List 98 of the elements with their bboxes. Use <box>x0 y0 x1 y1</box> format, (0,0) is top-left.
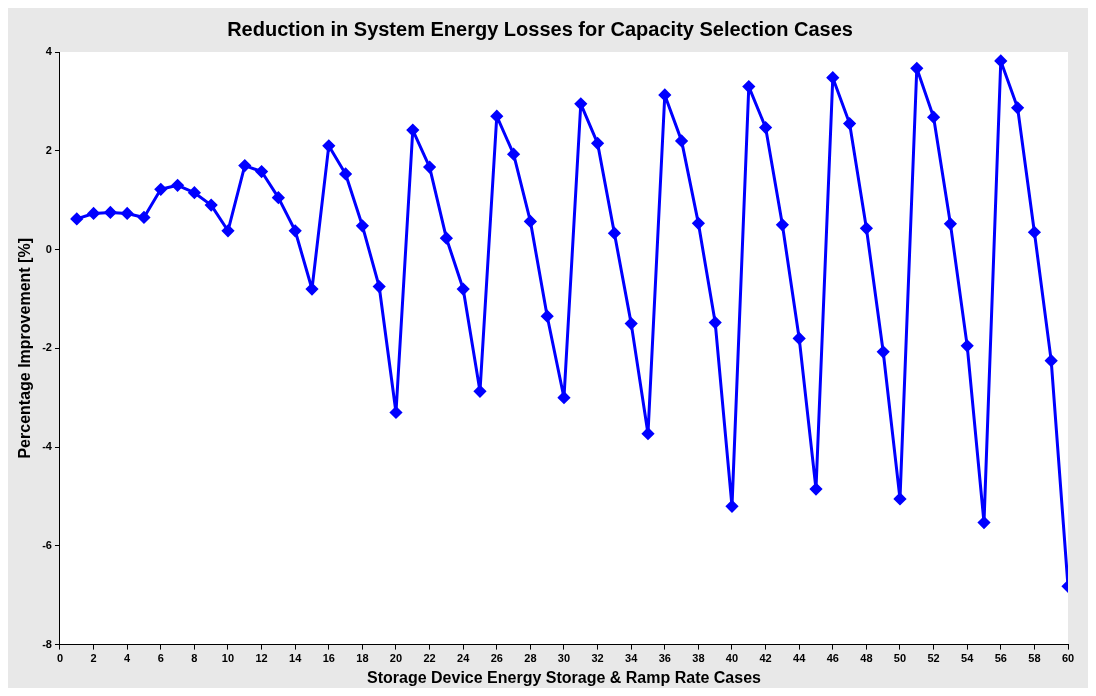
y-tick-label: -6 <box>42 538 52 551</box>
y-tick-label: 0 <box>45 242 52 255</box>
point <box>339 167 352 180</box>
y-tick-label: -2 <box>42 341 52 354</box>
x-tick-label: 20 <box>389 652 403 665</box>
x-tick-label: 32 <box>591 652 604 665</box>
x-tick-label: 46 <box>826 652 839 665</box>
point <box>759 121 772 134</box>
point <box>104 206 117 219</box>
x-tick-label: 34 <box>625 652 639 665</box>
x-tick-label: 52 <box>927 652 940 665</box>
point <box>356 219 369 232</box>
x-tick-label: 58 <box>1028 652 1041 665</box>
point <box>507 148 520 161</box>
point <box>272 191 285 204</box>
x-tick-label: 24 <box>457 652 471 665</box>
point <box>725 500 738 513</box>
point <box>574 97 587 110</box>
point <box>1045 354 1058 367</box>
point <box>255 165 268 178</box>
point <box>877 345 890 358</box>
x-tick-label: 4 <box>124 652 132 665</box>
x-tick-label: 54 <box>961 652 975 665</box>
point <box>423 161 436 174</box>
x-tick-label: 6 <box>157 652 164 665</box>
point <box>205 199 218 212</box>
point <box>1011 101 1024 114</box>
point <box>625 317 638 330</box>
y-tick-label: 2 <box>45 143 52 156</box>
x-tick-label: 2 <box>90 652 97 665</box>
x-tick-label: 28 <box>524 652 537 665</box>
point <box>944 217 957 230</box>
x-tick-label: 36 <box>658 652 671 665</box>
x-tick-label: 0 <box>56 652 64 665</box>
x-tick-label: 40 <box>725 652 739 665</box>
x-tick-label: 30 <box>557 652 571 665</box>
point <box>389 406 402 419</box>
point <box>826 71 839 84</box>
point <box>137 211 150 224</box>
x-tick-label: 56 <box>994 652 1007 665</box>
x-tick-label: 60 <box>1061 652 1075 665</box>
point <box>440 232 453 245</box>
point <box>171 179 184 192</box>
x-tick-label: 8 <box>191 652 198 665</box>
point <box>322 139 335 152</box>
y-axis-title: Percentage Improvement [%] <box>16 238 34 459</box>
point <box>221 224 234 237</box>
point <box>524 215 537 228</box>
point <box>910 62 923 75</box>
point <box>860 222 873 235</box>
point <box>675 134 688 147</box>
point <box>810 483 822 496</box>
y-tick-label: -4 <box>42 440 53 453</box>
x-tick-label: 22 <box>423 652 436 665</box>
x-tick-label: 42 <box>759 652 772 665</box>
point <box>541 310 554 323</box>
point <box>843 117 856 130</box>
point <box>641 427 654 440</box>
point <box>776 218 789 231</box>
x-tick-label: 12 <box>255 652 268 665</box>
point <box>121 207 134 220</box>
point <box>994 54 1007 67</box>
point <box>188 186 201 199</box>
x-tick-label: 26 <box>490 652 503 665</box>
x-tick-label: 14 <box>289 652 303 665</box>
x-tick-label: 10 <box>221 652 235 665</box>
point <box>961 339 974 352</box>
point <box>692 217 705 230</box>
point <box>289 224 302 237</box>
point <box>557 391 570 404</box>
point <box>305 283 318 296</box>
point <box>87 207 100 220</box>
point <box>1028 226 1041 239</box>
x-tick-label: 18 <box>356 652 369 665</box>
y-tick-label: 4 <box>45 45 53 58</box>
y-tick-label: -8 <box>42 637 52 650</box>
x-tick-label: 38 <box>692 652 705 665</box>
point <box>154 183 167 196</box>
x-tick-label: 48 <box>860 652 873 665</box>
x-tick-label: 50 <box>893 652 907 665</box>
x-tick-label: 44 <box>793 652 807 665</box>
point <box>709 316 722 329</box>
point <box>927 111 940 124</box>
point <box>742 80 755 93</box>
point <box>373 280 386 293</box>
point <box>793 332 806 345</box>
point <box>894 492 906 505</box>
point <box>978 516 990 529</box>
point <box>591 137 604 150</box>
point <box>70 212 83 225</box>
point <box>658 88 671 101</box>
point <box>457 283 470 296</box>
point <box>238 159 251 172</box>
x-tick-label: 16 <box>322 652 335 665</box>
x-axis-title: Storage Device Energy Storage & Ramp Rate Cases <box>367 668 762 686</box>
point <box>608 227 621 240</box>
point <box>473 385 486 398</box>
chart-title: Reduction in System Energy Losses for Capacity Selection Cases <box>227 17 853 40</box>
